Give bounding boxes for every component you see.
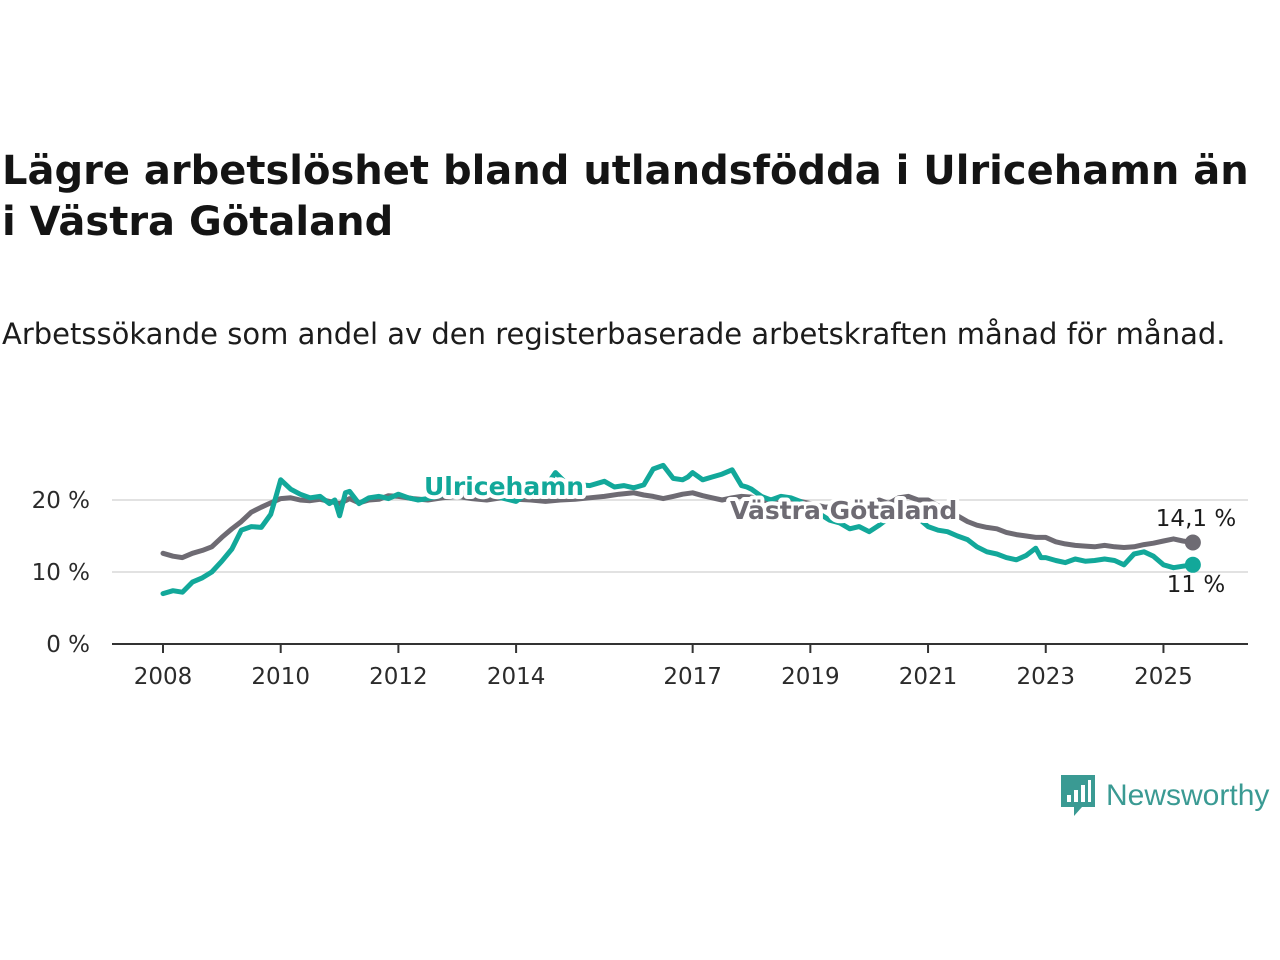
series-line-ulricehamn (160, 462, 1196, 597)
end-point-marker (1184, 556, 1201, 573)
series-label-ulricehamn: Ulricehamn (424, 472, 584, 501)
y-tick-label: 20 % (32, 488, 90, 514)
end-value-label: 11 % (1167, 572, 1225, 598)
x-axis: 2008 2010 2012 2014 2017 2019 2021 2023 2025 (112, 643, 1248, 690)
chart-subtitle: Arbetssökande som andel av den registerb… (2, 317, 1226, 351)
x-tick-label: 2025 (1134, 664, 1193, 690)
x-tick-label: 2008 (134, 664, 193, 690)
chart-title: Lägre arbetslöshet bland utlandsfödda i … (2, 148, 1249, 245)
y-tick-label: 0 % (46, 632, 90, 658)
newsworthy-logo: Newsworthy (1058, 773, 1269, 819)
logo-text: Newsworthy (1106, 779, 1270, 812)
series-line-vastra-gotaland (160, 490, 1196, 561)
x-tick-label: 2023 (1016, 664, 1075, 690)
x-tick-label: 2019 (781, 664, 840, 690)
line-chart: 0 % 10 % 20 % 2008 2010 2012 2014 2017 2019 2021… (32, 462, 1248, 690)
x-tick-label: 2021 (899, 664, 958, 690)
x-tick-label: 2017 (663, 664, 722, 690)
y-tick-label: 10 % (32, 560, 90, 586)
series-lines (160, 462, 1201, 597)
x-tick-label: 2010 (251, 664, 310, 690)
end-value-label: 14,1 % (1156, 506, 1236, 532)
x-tick-label: 2012 (369, 664, 428, 690)
bar-chart-speech-bubble-icon (1061, 775, 1095, 816)
series-label-vastra-gotaland: Västra Götaland (730, 496, 957, 525)
series-labels: Ulricehamn Västra Götaland 14,1 % 11 % (420, 468, 1236, 598)
x-tick-label: 2014 (487, 664, 546, 690)
end-point-marker (1184, 534, 1201, 551)
